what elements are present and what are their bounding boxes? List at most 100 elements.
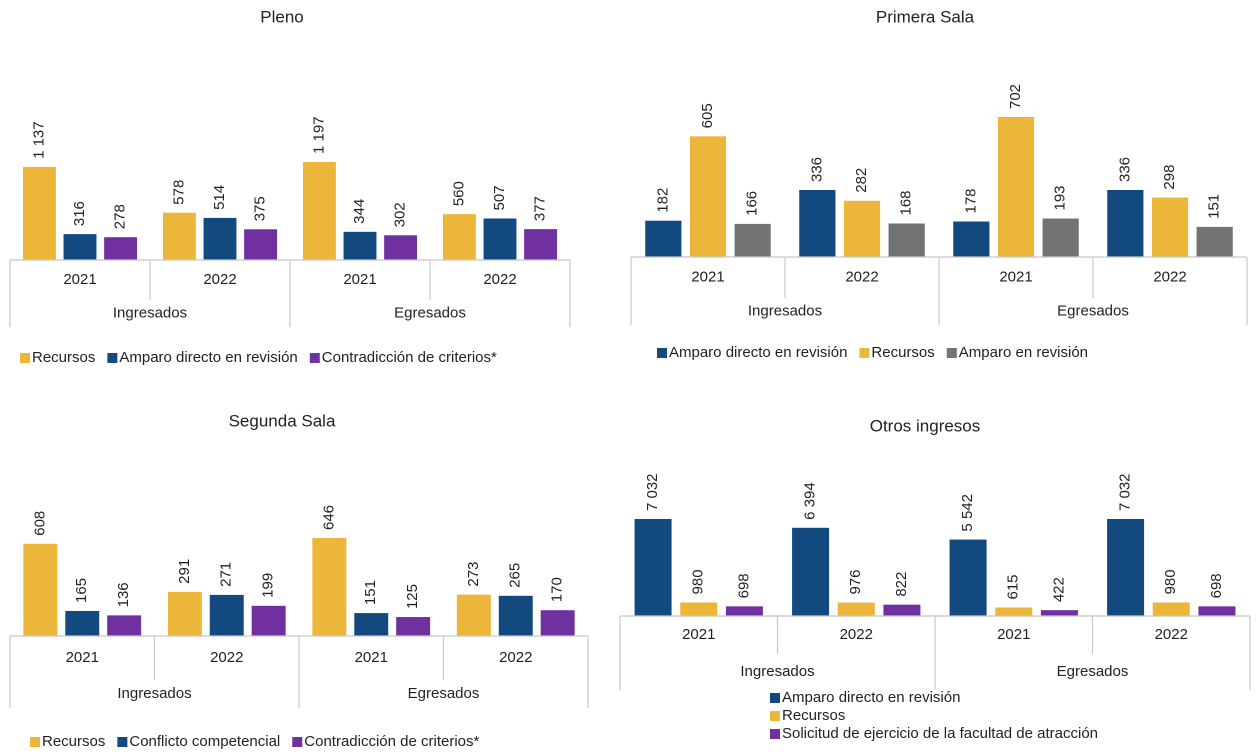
value-label: 698 bbox=[735, 573, 752, 598]
x-tick-label: 2022 bbox=[1155, 626, 1188, 643]
legend-swatch bbox=[20, 353, 30, 363]
legend-label: Amparo directo en revisión bbox=[119, 349, 297, 366]
x-tick-label: 2021 bbox=[997, 626, 1030, 643]
chart-title: Segunda Sala bbox=[229, 411, 336, 430]
chart-title: Primera Sala bbox=[876, 7, 975, 26]
x-tick-label: 2022 bbox=[483, 271, 516, 288]
bar bbox=[1107, 519, 1145, 616]
legend-label: Recursos bbox=[871, 344, 934, 361]
group-label: Ingresados bbox=[740, 663, 814, 680]
legend-label: Recursos bbox=[782, 707, 845, 724]
value-label: 178 bbox=[962, 188, 979, 213]
legend-swatch bbox=[30, 737, 40, 747]
value-label: 375 bbox=[252, 196, 269, 221]
value-label: 560 bbox=[450, 181, 467, 206]
value-label: 151 bbox=[1206, 194, 1223, 219]
x-tick-label: 2022 bbox=[210, 649, 243, 666]
bar bbox=[680, 602, 718, 616]
bar bbox=[354, 613, 389, 636]
value-label: 822 bbox=[893, 572, 910, 597]
bar bbox=[1152, 602, 1190, 616]
bar bbox=[888, 223, 925, 257]
value-label: 605 bbox=[699, 103, 716, 128]
bar bbox=[23, 543, 58, 636]
value-label: 136 bbox=[115, 582, 132, 607]
bar bbox=[312, 538, 347, 636]
bar bbox=[104, 237, 138, 260]
bar bbox=[302, 162, 336, 260]
bar bbox=[162, 212, 196, 260]
value-label: 170 bbox=[549, 577, 566, 602]
value-label: 291 bbox=[176, 559, 193, 584]
value-label: 168 bbox=[898, 190, 915, 215]
bar bbox=[689, 136, 727, 257]
bar bbox=[456, 594, 491, 636]
value-label: 151 bbox=[362, 580, 379, 605]
bar bbox=[837, 602, 875, 616]
x-tick-label: 2022 bbox=[203, 271, 236, 288]
bar bbox=[799, 189, 836, 257]
value-label: 1 137 bbox=[30, 121, 47, 159]
value-label: 5 542 bbox=[959, 494, 976, 532]
group-label: Egresados bbox=[1057, 663, 1129, 680]
x-tick-label: 2022 bbox=[840, 626, 873, 643]
value-label: 193 bbox=[1052, 185, 1069, 210]
x-tick-label: 2021 bbox=[63, 271, 96, 288]
value-label: 182 bbox=[654, 188, 671, 213]
legend-swatch bbox=[117, 737, 128, 747]
value-label: 702 bbox=[1007, 84, 1024, 109]
group-label: Egresados bbox=[408, 685, 480, 702]
bar bbox=[634, 519, 672, 616]
bar bbox=[953, 221, 990, 257]
bar bbox=[209, 594, 244, 636]
value-label: 278 bbox=[112, 204, 129, 229]
legend-swatch bbox=[770, 729, 780, 739]
value-label: 578 bbox=[170, 180, 187, 205]
legend-swatch bbox=[292, 737, 303, 747]
legend-label: Amparo directo en revisión bbox=[669, 344, 847, 361]
value-label: 125 bbox=[404, 584, 421, 609]
legend-label: Recursos bbox=[42, 733, 105, 750]
value-label: 980 bbox=[690, 569, 707, 594]
value-label: 199 bbox=[260, 573, 277, 598]
legend-swatch bbox=[946, 348, 957, 358]
x-tick-label: 2021 bbox=[355, 649, 388, 666]
legend-label: Contradicción de criterios* bbox=[304, 733, 479, 750]
value-label: 514 bbox=[211, 185, 228, 210]
bar bbox=[1198, 606, 1236, 616]
x-tick-label: 2021 bbox=[343, 271, 376, 288]
value-label: 976 bbox=[847, 570, 864, 595]
value-label: 507 bbox=[491, 185, 508, 210]
bar bbox=[244, 229, 278, 260]
legend-label: Conflicto competencial bbox=[129, 733, 280, 750]
value-label: 1 197 bbox=[310, 116, 327, 154]
bar bbox=[843, 200, 881, 257]
legend-label: Contradicción de criterios* bbox=[322, 349, 497, 366]
x-tick-label: 2022 bbox=[499, 649, 532, 666]
value-label: 608 bbox=[31, 511, 48, 536]
value-label: 298 bbox=[1161, 165, 1178, 190]
bar bbox=[540, 610, 575, 636]
bar bbox=[1151, 197, 1189, 257]
x-tick-label: 2021 bbox=[691, 268, 724, 285]
bar bbox=[251, 605, 286, 636]
value-label: 377 bbox=[532, 196, 549, 221]
legend-swatch bbox=[309, 353, 320, 363]
legend-label: Amparo directo en revisión bbox=[782, 689, 960, 706]
bar bbox=[1107, 189, 1144, 257]
legend-swatch bbox=[859, 348, 870, 358]
value-label: 7 032 bbox=[644, 473, 661, 511]
bar bbox=[483, 218, 517, 260]
group-label: Egresados bbox=[394, 304, 466, 321]
group-label: Ingresados bbox=[117, 685, 191, 702]
value-label: 273 bbox=[465, 562, 482, 587]
bar bbox=[384, 235, 418, 260]
value-label: 344 bbox=[351, 199, 368, 224]
value-label: 7 032 bbox=[1117, 473, 1134, 511]
value-label: 166 bbox=[744, 191, 761, 216]
group-label: Egresados bbox=[1057, 302, 1129, 319]
x-tick-label: 2021 bbox=[682, 626, 715, 643]
value-label: 282 bbox=[853, 168, 870, 193]
value-label: 422 bbox=[1050, 577, 1067, 602]
